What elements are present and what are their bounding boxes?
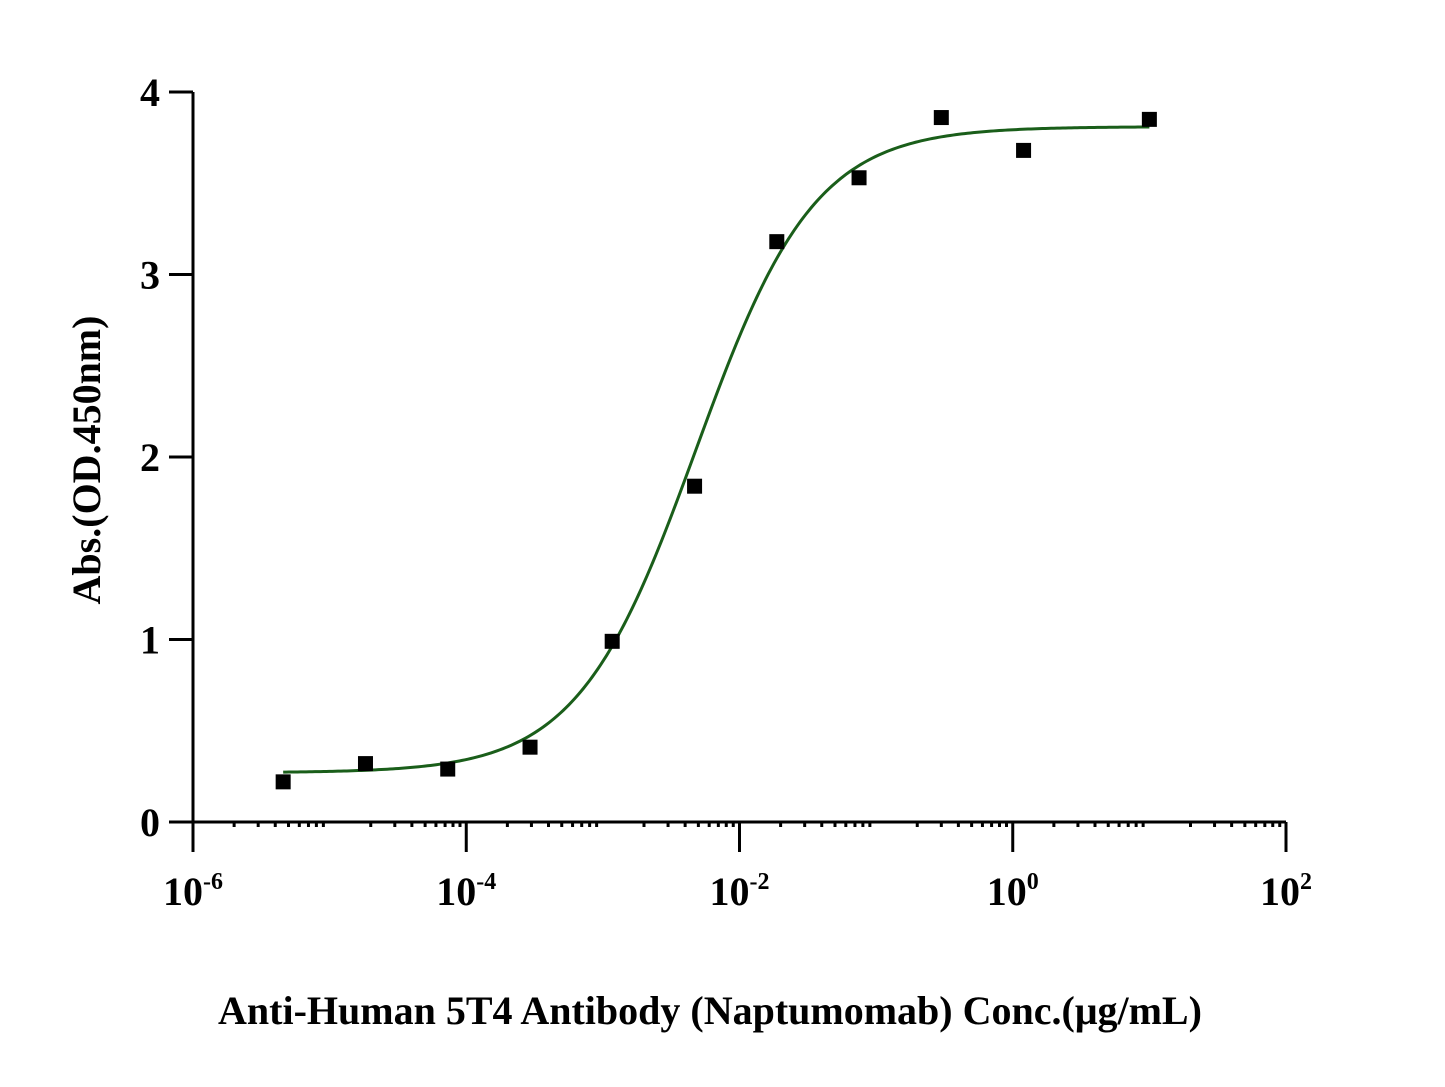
data-point bbox=[851, 170, 867, 186]
data-point bbox=[440, 761, 456, 777]
data-point bbox=[1141, 111, 1157, 127]
x-axis-title: Anti-Human 5T4 Antibody (Naptumomab) Con… bbox=[218, 988, 1202, 1033]
data-point bbox=[522, 739, 538, 755]
y-tick-label: 3 bbox=[140, 253, 160, 298]
data-point bbox=[275, 774, 291, 790]
axes bbox=[191, 92, 1286, 824]
x-tick-label: 10-2 bbox=[710, 869, 770, 914]
fit-curve-layer bbox=[283, 125, 1150, 774]
y-tick-label: 2 bbox=[140, 435, 160, 480]
data-point bbox=[1016, 142, 1032, 158]
data-point bbox=[357, 756, 373, 772]
data-point bbox=[604, 633, 620, 649]
data-points bbox=[275, 110, 1157, 790]
x-tick-label: 100 bbox=[987, 869, 1039, 914]
fit-curve bbox=[283, 125, 1150, 774]
x-tick-label: 10-6 bbox=[163, 869, 223, 914]
y-tick-label: 1 bbox=[140, 618, 160, 663]
y-ticks: 0 1 2 3 4 bbox=[140, 70, 193, 845]
x-tick-label: 102 bbox=[1260, 869, 1312, 914]
x-major-ticks: 10-6 10-4 10-2 100 102 bbox=[163, 822, 1312, 914]
data-point bbox=[769, 234, 785, 250]
y-tick-label: 0 bbox=[140, 800, 160, 845]
y-tick-label: 4 bbox=[140, 70, 160, 115]
x-minor-ticks bbox=[232, 822, 1282, 827]
data-point bbox=[687, 478, 703, 494]
x-tick-label: 10-4 bbox=[436, 869, 496, 914]
y-axis-title: Abs.(OD.450nm) bbox=[64, 316, 109, 605]
data-point bbox=[933, 110, 949, 126]
